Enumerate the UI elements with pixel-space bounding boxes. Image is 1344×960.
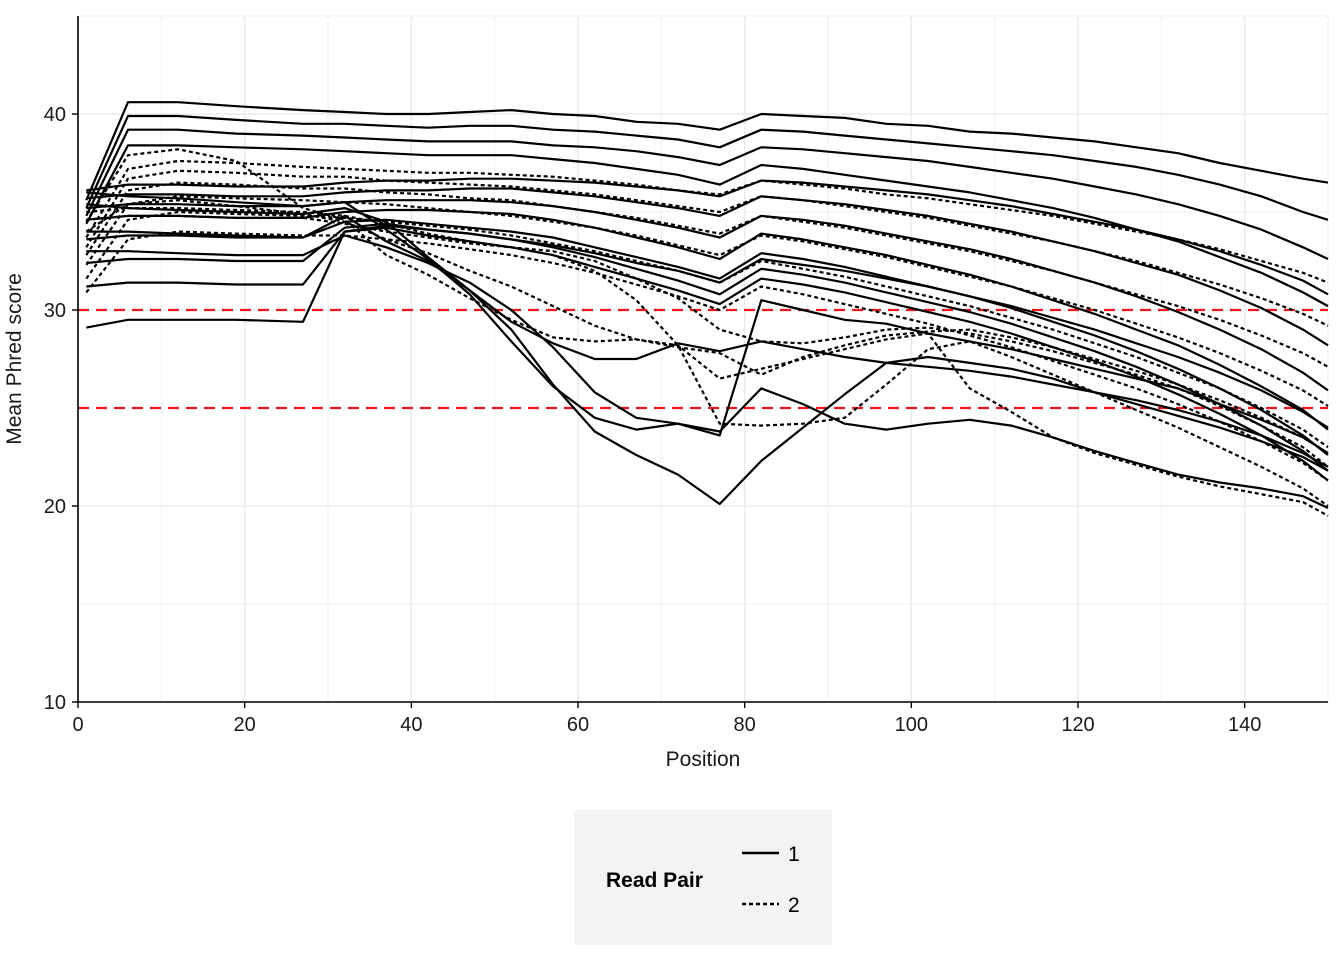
legend-title: Read Pair — [606, 869, 703, 892]
series-lines — [85, 101, 1329, 517]
series-line-read-pair-2 — [85, 159, 1329, 284]
series-line-read-pair-1 — [86, 187, 1329, 347]
series-line-read-pair-1 — [86, 222, 1329, 472]
x-tick-label: 20 — [234, 714, 256, 736]
x-tick-label: 80 — [734, 714, 756, 736]
series-line-read-pair-2 — [86, 214, 1329, 468]
x-tick-label: 0 — [72, 714, 83, 736]
series-line-read-pair-1 — [86, 191, 1329, 455]
legend-label-1: 1 — [788, 843, 800, 866]
series-line-read-pair-2 — [85, 210, 1329, 449]
series-line-read-pair-1 — [85, 114, 1329, 221]
series-line-read-pair-1 — [86, 234, 1329, 509]
x-tick-label: 100 — [895, 714, 928, 736]
x-tick-label: 140 — [1228, 714, 1261, 736]
legend: Read Pair 1 2 — [574, 810, 832, 945]
series-line-read-pair-2 — [85, 181, 1329, 368]
tick-labels: 0 20 40 60 80 100 120 140 10 20 30 40 — [44, 104, 1262, 736]
axes — [77, 16, 1328, 703]
series-line-read-pair-2 — [85, 195, 1329, 407]
series-line-read-pair-1 — [86, 203, 1329, 506]
legend-box — [574, 810, 832, 945]
reference-lines — [78, 308, 1328, 410]
series-line-read-pair-1 — [85, 101, 1329, 201]
y-tick-label: 20 — [44, 496, 66, 518]
series-line-read-pair-1 — [85, 128, 1329, 260]
x-axis-title: Position — [666, 748, 741, 771]
x-tick-label: 60 — [567, 714, 589, 736]
series-line-read-pair-1 — [86, 218, 1329, 456]
x-tick-label: 120 — [1061, 714, 1094, 736]
y-tick-label: 40 — [44, 104, 66, 126]
series-line-read-pair-2 — [85, 230, 1329, 482]
y-tick-label: 10 — [44, 692, 66, 714]
y-tick-label: 30 — [44, 300, 66, 322]
series-line-read-pair-2 — [85, 169, 1329, 327]
legend-label-2: 2 — [788, 894, 800, 917]
x-tick-label: 40 — [400, 714, 422, 736]
series-line-read-pair-2 — [85, 199, 1329, 517]
y-axis-title: Mean Phred score — [3, 273, 26, 445]
series-line-read-pair-2 — [86, 207, 1329, 507]
series-line-read-pair-1 — [85, 144, 1329, 308]
series-line-read-pair-2 — [85, 148, 1329, 455]
